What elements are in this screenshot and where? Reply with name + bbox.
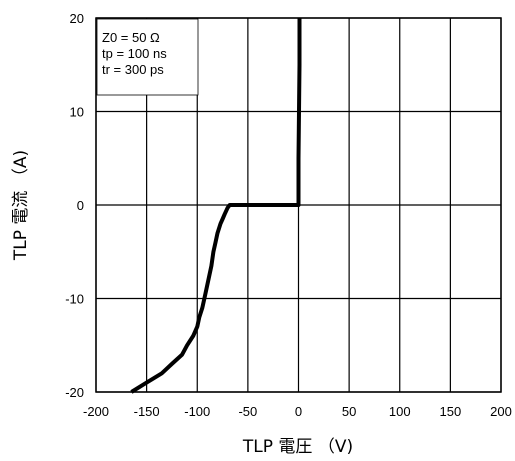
x-tick-label: -100 <box>184 404 210 419</box>
annotation-line: Z0 = 50 Ω <box>102 30 160 45</box>
y-tick-label: 20 <box>70 11 84 26</box>
x-tick-label: 50 <box>342 404 356 419</box>
annotation-line: tr = 300 ps <box>102 62 164 77</box>
x-tick-label: 150 <box>440 404 462 419</box>
annotation-line: tp = 100 ns <box>102 46 167 61</box>
x-axis-label: TLP 電圧 （V) <box>242 437 353 457</box>
y-tick-label: 0 <box>77 198 84 213</box>
y-tick-label: 10 <box>70 105 84 120</box>
x-tick-label: 100 <box>389 404 411 419</box>
series-line <box>130 18 302 394</box>
series-layer <box>130 18 302 394</box>
x-tick-label: -200 <box>83 404 109 419</box>
x-tick-label: 0 <box>295 404 302 419</box>
x-tick-label: 200 <box>490 404 512 419</box>
annotation-background <box>96 18 199 96</box>
x-tick-label: -150 <box>134 404 160 419</box>
y-tick-label: -10 <box>65 292 84 307</box>
y-tick-label: -20 <box>65 385 84 400</box>
x-tick-label: -50 <box>238 404 257 419</box>
y-axis-label: TLP 電流 （A) <box>11 150 31 261</box>
